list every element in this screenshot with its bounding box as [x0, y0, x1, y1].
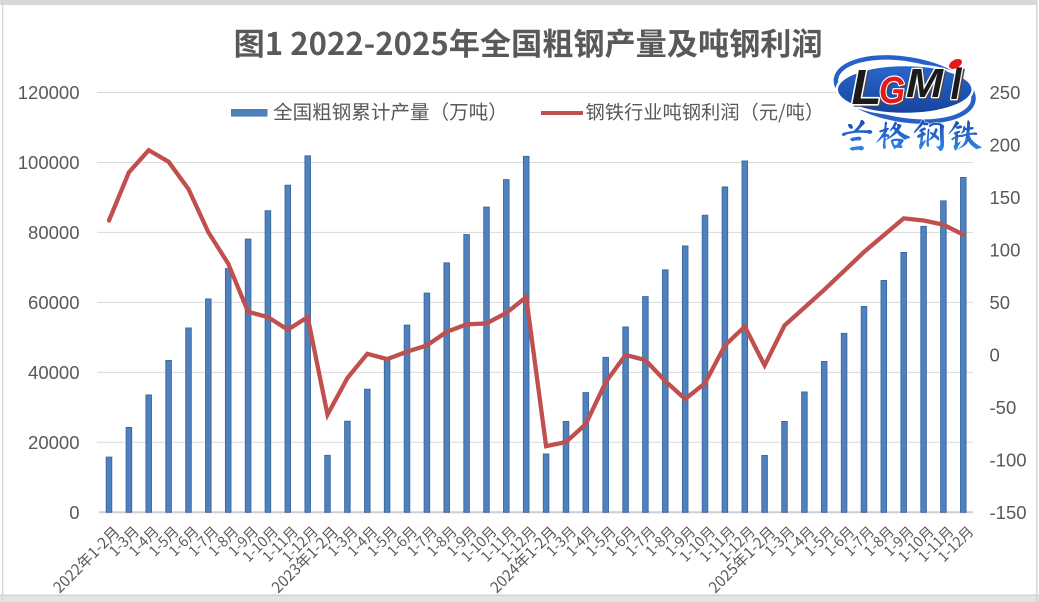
svg-text:200: 200	[990, 135, 1021, 156]
svg-text:100: 100	[990, 240, 1021, 261]
svg-text:250: 250	[990, 82, 1021, 103]
svg-text:150: 150	[990, 187, 1021, 208]
svg-text:80000: 80000	[28, 222, 79, 243]
svg-text:60000: 60000	[28, 292, 79, 313]
svg-text:20000: 20000	[28, 432, 79, 453]
svg-text:40000: 40000	[28, 362, 79, 383]
svg-text:100000: 100000	[18, 152, 80, 173]
svg-text:-100: -100	[990, 449, 1027, 470]
svg-text:50: 50	[990, 292, 1011, 313]
svg-text:-50: -50	[990, 397, 1017, 418]
svg-text:120000: 120000	[18, 82, 80, 103]
svg-text:0: 0	[69, 502, 79, 523]
svg-text:0: 0	[990, 345, 1000, 366]
svg-text:-150: -150	[990, 502, 1027, 523]
